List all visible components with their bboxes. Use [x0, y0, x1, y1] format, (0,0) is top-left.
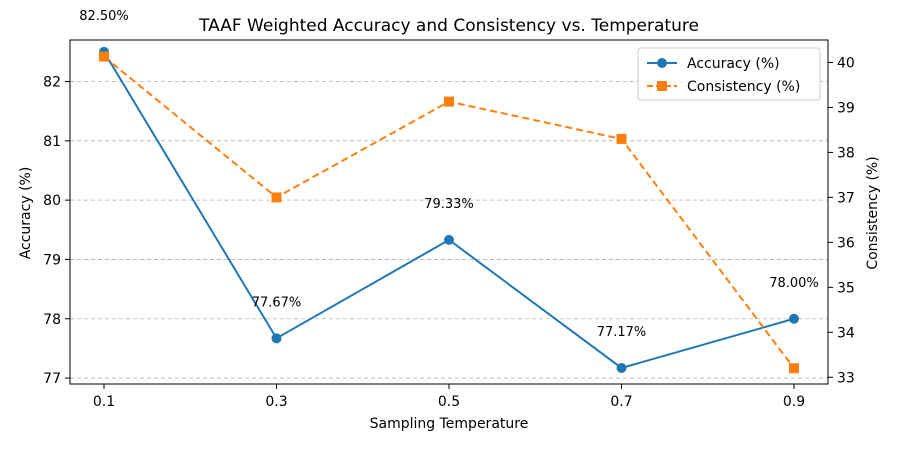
x-tick-label: 0.5 — [438, 394, 460, 410]
legend-marker — [657, 81, 667, 91]
y-left-tick-label: 82 — [43, 75, 61, 91]
y-axis-label-left: Accuracy (%) — [18, 167, 34, 260]
y-axis-label-right: Consistency (%) — [865, 156, 881, 269]
y-right-tick-label: 36 — [837, 235, 855, 251]
accuracy-point — [444, 234, 454, 245]
consistency-point — [789, 363, 799, 374]
y-left-tick-label: 79 — [43, 252, 61, 268]
data-label: 77.17% — [597, 325, 647, 340]
series: 82.50% 77.67% 79.33% 77.17% 78.00% — [79, 9, 819, 374]
chart-title: TAAF Weighted Accuracy and Consistency v… — [198, 16, 699, 36]
y-right-tick-label: 39 — [837, 100, 855, 116]
legend-marker — [657, 58, 667, 68]
y-left-tick-label: 80 — [43, 193, 61, 209]
x-tick-label: 0.3 — [265, 394, 287, 410]
y-right-tick-label: 33 — [837, 370, 855, 386]
legend-box — [637, 47, 821, 101]
y-right-tick-label: 40 — [837, 55, 855, 71]
x-tick-label: 0.7 — [610, 394, 632, 410]
axes: 0.1 0.3 0.5 0.7 0.9 77 78 79 80 81 82 33 34 35 36 37 38 3… — [43, 39, 855, 410]
consistency-point — [444, 96, 454, 107]
data-label: 78.00% — [769, 276, 819, 291]
y-right-tick-label: 38 — [837, 145, 855, 161]
y-right-tick-label: 34 — [837, 325, 855, 341]
x-tick-label: 0.9 — [783, 394, 805, 410]
accuracy-point — [789, 313, 799, 324]
accuracy-point — [271, 333, 282, 344]
consistency-point — [271, 192, 282, 203]
y-left-tick-label: 77 — [43, 371, 61, 387]
grid-lines — [70, 81, 828, 379]
data-label: 77.67% — [252, 295, 302, 310]
consistency-point — [616, 133, 627, 144]
legend: Accuracy (%) Consistency (%) — [637, 47, 821, 101]
y-right-tick-label: 35 — [837, 280, 855, 296]
y-right-tick-label: 37 — [837, 190, 855, 206]
x-axis-label: Sampling Temperature — [370, 416, 529, 432]
y-left-tick-label: 81 — [43, 134, 61, 150]
y-left-tick-label: 78 — [43, 312, 61, 328]
data-label: 82.50% — [79, 9, 129, 24]
legend-label: Accuracy (%) — [687, 56, 780, 72]
x-tick-label: 0.1 — [93, 394, 115, 410]
consistency-point — [99, 51, 109, 62]
data-label: 79.33% — [424, 197, 474, 212]
accuracy-point — [616, 362, 627, 373]
legend-label: Consistency (%) — [687, 79, 800, 95]
